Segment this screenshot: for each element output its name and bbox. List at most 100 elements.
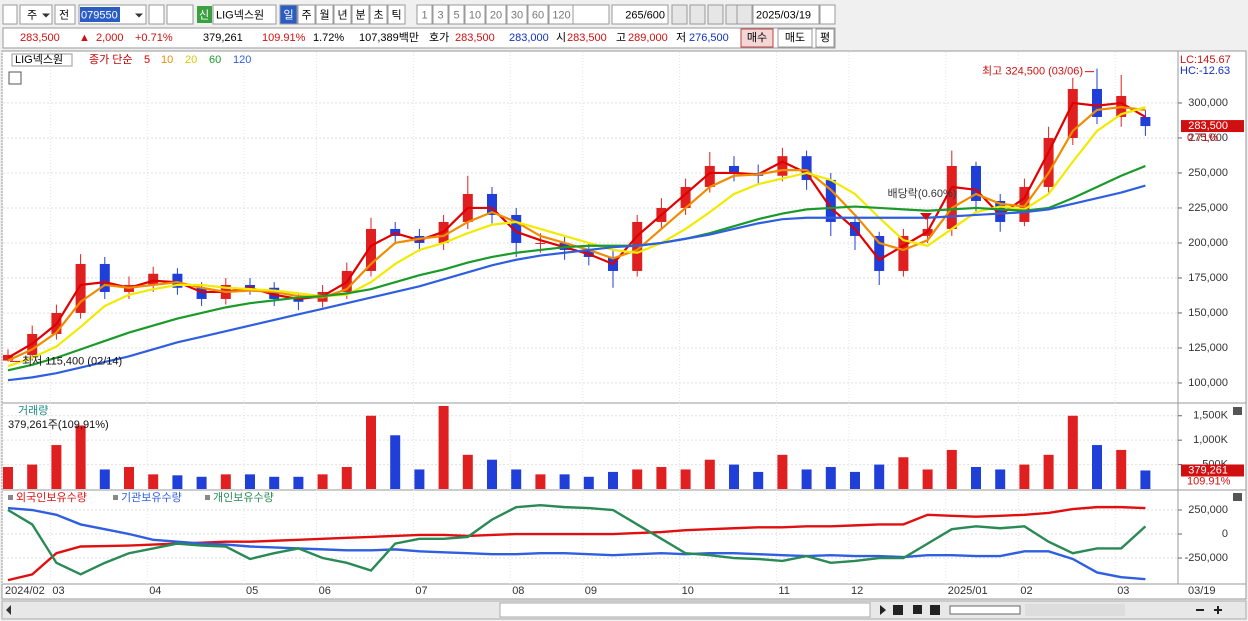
tool-icon[interactable] bbox=[671, 4, 688, 25]
last-price-tag bbox=[1181, 120, 1244, 133]
tool-icons[interactable] bbox=[1025, 604, 1125, 616]
count-box[interactable] bbox=[611, 4, 669, 25]
nav-first[interactable] bbox=[893, 605, 903, 615]
interval-label: 20 bbox=[490, 9, 502, 21]
interval-button[interactable] bbox=[464, 4, 486, 25]
volume-bar bbox=[1140, 470, 1151, 489]
tool-icon[interactable] bbox=[736, 4, 753, 25]
sound-button[interactable] bbox=[166, 4, 194, 25]
x-tick-label: 2024/02 bbox=[5, 585, 45, 597]
zoom-out[interactable] bbox=[1196, 609, 1204, 611]
avg-button[interactable]: 평 bbox=[820, 31, 830, 44]
nav-last[interactable] bbox=[930, 605, 940, 615]
volume-bar bbox=[341, 467, 352, 489]
sell-button-bg[interactable] bbox=[777, 28, 813, 48]
quote-arrow: ▲ bbox=[79, 32, 90, 44]
nav-stop[interactable] bbox=[913, 605, 922, 614]
period-button[interactable] bbox=[369, 4, 388, 25]
x-tick-label: 03 bbox=[1117, 585, 1129, 597]
candle-body bbox=[971, 165, 981, 201]
sell-button[interactable]: 매도 bbox=[785, 31, 805, 44]
candle-body bbox=[1067, 88, 1078, 138]
volume-bar bbox=[99, 469, 110, 489]
period-label: 월 bbox=[319, 8, 329, 21]
volume-bar bbox=[874, 464, 885, 489]
volume-bar bbox=[1092, 445, 1102, 489]
candle-body bbox=[1019, 186, 1030, 222]
scroll-thumb[interactable] bbox=[499, 602, 871, 618]
tool-icon[interactable] bbox=[707, 4, 724, 25]
candle-body bbox=[172, 273, 183, 288]
interval-button[interactable] bbox=[506, 4, 528, 25]
candle-body bbox=[801, 156, 812, 180]
interval-button[interactable] bbox=[448, 4, 465, 25]
candle-body bbox=[825, 179, 836, 222]
period-button[interactable] bbox=[387, 4, 406, 25]
pane-close[interactable] bbox=[1233, 407, 1242, 415]
quote-change: 2,000 bbox=[96, 32, 124, 44]
buy-button[interactable]: 매수 bbox=[747, 31, 767, 44]
volume-bar bbox=[148, 474, 159, 489]
settings-icon[interactable] bbox=[8, 71, 22, 85]
period-button[interactable] bbox=[351, 4, 370, 25]
period-button[interactable] bbox=[315, 4, 334, 25]
stock-code: 079550 bbox=[81, 9, 118, 21]
x-tick-label: 07 bbox=[415, 585, 427, 597]
volume-bar bbox=[75, 425, 86, 489]
buy-button-bg[interactable] bbox=[740, 28, 774, 48]
period-select[interactable] bbox=[19, 4, 53, 25]
stock-name-box[interactable] bbox=[212, 4, 277, 25]
volume-bar bbox=[971, 467, 981, 489]
volume-bar bbox=[196, 476, 207, 489]
volume-info: 379,261주(109,91%) bbox=[8, 419, 109, 431]
dividend-note: 배당락(0.60%) bbox=[888, 187, 957, 200]
bar-count: 265/600 bbox=[625, 9, 665, 21]
period-label: 초 bbox=[373, 8, 383, 21]
legend-bullet bbox=[8, 495, 13, 500]
period-button[interactable] bbox=[297, 4, 316, 25]
y-tick-label: 175,000 bbox=[1188, 272, 1228, 284]
series-line bbox=[7, 504, 1147, 576]
x-tick-label: 08 bbox=[512, 585, 524, 597]
zoom-in[interactable] bbox=[1217, 606, 1219, 614]
interval-button[interactable] bbox=[432, 4, 449, 25]
search-button[interactable] bbox=[148, 4, 165, 25]
prev-button[interactable] bbox=[54, 4, 76, 25]
pane-close[interactable] bbox=[1233, 493, 1242, 501]
calendar-button[interactable] bbox=[819, 4, 836, 25]
nav-next[interactable] bbox=[880, 605, 886, 615]
volume-bar bbox=[898, 457, 909, 489]
candle-body bbox=[680, 186, 691, 208]
series-line bbox=[7, 184, 1146, 382]
zoom-slider[interactable] bbox=[949, 605, 1021, 615]
interval-dropdown[interactable] bbox=[572, 4, 610, 25]
stock-name: LIG넥스원 bbox=[216, 8, 264, 21]
quote-ask: 283,500 bbox=[455, 32, 495, 44]
last-volume-label: 379,261 bbox=[1188, 464, 1228, 476]
prev-label: 전 bbox=[59, 8, 69, 21]
quote-bid: 283,000 bbox=[509, 32, 549, 44]
scroll-left[interactable] bbox=[6, 605, 11, 615]
interval-button[interactable] bbox=[416, 4, 433, 25]
interval-button[interactable] bbox=[527, 4, 549, 25]
legend-entry: 기관보유수량 bbox=[121, 491, 182, 504]
interval-button[interactable] bbox=[485, 4, 507, 25]
menu-icon[interactable] bbox=[2, 4, 18, 25]
x-tick-label: 2025/01 bbox=[948, 585, 988, 597]
volume-bar bbox=[317, 474, 328, 489]
volume-bar bbox=[946, 449, 957, 489]
y-tick-label: 1,000K bbox=[1193, 434, 1229, 446]
period-button[interactable] bbox=[333, 4, 352, 25]
date-box[interactable] bbox=[752, 4, 820, 25]
tool-icon[interactable] bbox=[689, 4, 706, 25]
candle-body bbox=[269, 287, 280, 299]
legend-entry: 외국인보유수량 bbox=[16, 491, 87, 504]
legend-entry: 5 bbox=[144, 54, 150, 66]
stock-legend-box bbox=[11, 53, 73, 67]
date: 2025/03/19 bbox=[756, 9, 811, 21]
candle-body bbox=[75, 263, 86, 313]
avg-button-bg[interactable] bbox=[815, 28, 835, 48]
period-button[interactable] bbox=[279, 4, 298, 25]
candle-body bbox=[946, 165, 957, 229]
